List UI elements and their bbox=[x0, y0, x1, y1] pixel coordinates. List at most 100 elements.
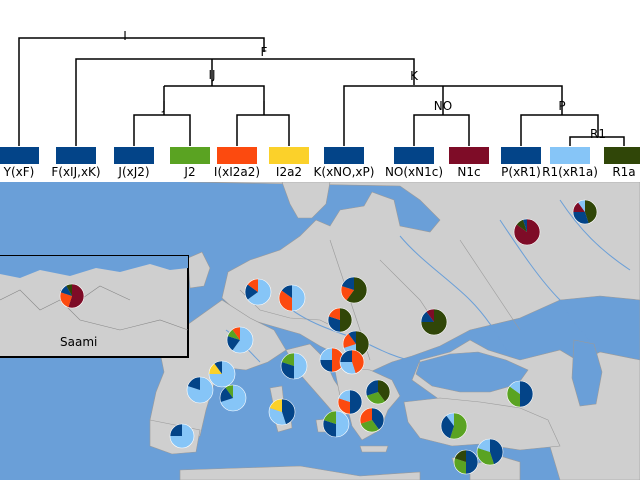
leaf-label: R1(xR1a) bbox=[542, 165, 598, 179]
pie-slice bbox=[279, 290, 292, 311]
pie-slice bbox=[220, 385, 247, 411]
population-pie bbox=[513, 218, 541, 246]
pie-outline bbox=[337, 389, 363, 415]
population-pie bbox=[219, 384, 247, 412]
pie-slice bbox=[340, 362, 356, 375]
pie-slice bbox=[348, 331, 356, 344]
pie-outline bbox=[219, 384, 247, 412]
pie-slice bbox=[477, 447, 495, 465]
pie-slice bbox=[446, 413, 454, 426]
leaf-color-box bbox=[501, 147, 541, 164]
leaf-label: I(xI2a2) bbox=[214, 165, 260, 179]
inset-label-saami: Saami bbox=[60, 335, 97, 349]
population-pie bbox=[359, 407, 385, 433]
pie-slice bbox=[352, 350, 365, 374]
pie-slice bbox=[227, 335, 240, 351]
pie-slice bbox=[232, 327, 240, 340]
pie-slice bbox=[577, 200, 585, 212]
pie-slice bbox=[573, 212, 589, 224]
pie-slice bbox=[247, 279, 258, 292]
pie-outline bbox=[244, 278, 272, 306]
pie-slice bbox=[507, 386, 520, 407]
pie-slice bbox=[441, 415, 454, 439]
leaf-color-box bbox=[170, 147, 210, 164]
leaf-label: I2a2 bbox=[276, 165, 302, 179]
pie-slice bbox=[449, 413, 468, 439]
pie-outline bbox=[440, 412, 468, 440]
pie-slice bbox=[232, 327, 254, 353]
pie-slice bbox=[378, 380, 391, 402]
pie-slice bbox=[225, 385, 233, 398]
pie-slice bbox=[454, 458, 466, 474]
node-label-ij: IJ bbox=[208, 68, 215, 82]
pie-slice bbox=[372, 408, 385, 430]
node-label-i: I bbox=[262, 99, 266, 113]
population-pie bbox=[506, 380, 534, 408]
pie-slice bbox=[247, 279, 271, 306]
population-pie bbox=[278, 284, 306, 312]
pie-outline bbox=[339, 349, 365, 375]
leaf-color-box bbox=[550, 147, 590, 164]
tree-branches bbox=[18, 37, 625, 146]
leaf-color-box bbox=[449, 147, 489, 164]
pie-slice bbox=[338, 398, 350, 414]
pie-slice bbox=[366, 392, 386, 404]
leaf-color-box bbox=[0, 147, 39, 164]
tree-leaf-labels: Y(xF) F(xIJ,xK) J(xJ2) J2 I(xI2a2) I2a2 K(xNO,… bbox=[3, 165, 636, 179]
pie-slice bbox=[346, 277, 368, 303]
pie-outline bbox=[226, 326, 254, 354]
leaf-label: R1a bbox=[612, 165, 635, 179]
leaf-label: K(xNO,xP) bbox=[314, 165, 375, 179]
pie-slice bbox=[322, 419, 336, 438]
population-pie bbox=[244, 278, 272, 306]
pie-slice bbox=[220, 387, 233, 403]
pie-slice bbox=[282, 399, 295, 425]
pie-slice bbox=[340, 350, 352, 362]
pie-slice bbox=[328, 308, 340, 320]
pie-slice bbox=[365, 380, 378, 396]
pie-slice bbox=[340, 308, 352, 332]
pie-slice bbox=[359, 408, 372, 424]
node-label-j: J bbox=[161, 99, 166, 113]
node-label-no: NO bbox=[434, 99, 452, 113]
pie-slice bbox=[585, 200, 598, 224]
pie-outline bbox=[506, 380, 534, 408]
pie-slice bbox=[573, 202, 585, 212]
pie-slice bbox=[60, 285, 72, 296]
pie-slice bbox=[187, 377, 200, 390]
population-pie bbox=[208, 360, 236, 388]
leaf-color-box bbox=[56, 147, 96, 164]
pie-outline bbox=[359, 407, 385, 433]
pie-slice bbox=[68, 284, 84, 308]
leaf-color-box bbox=[114, 147, 154, 164]
pie-slice bbox=[269, 399, 282, 412]
pie-slice bbox=[66, 284, 72, 296]
population-pie bbox=[476, 438, 504, 466]
pie-slice bbox=[281, 353, 294, 366]
leaf-color-box bbox=[394, 147, 434, 164]
pie-outline bbox=[365, 379, 391, 405]
pie-slice bbox=[520, 381, 533, 407]
pie-slice bbox=[214, 361, 222, 374]
leaf-label: J(xJ2) bbox=[117, 165, 149, 179]
leaf-color-box bbox=[324, 147, 364, 164]
leaf-color-box bbox=[269, 147, 309, 164]
pie-outline bbox=[169, 423, 195, 449]
tree-node-labels: I F IJ K J I NO P R1 bbox=[123, 29, 606, 141]
leaf-color-box bbox=[604, 147, 640, 164]
population-pie bbox=[337, 389, 363, 415]
pie-slice bbox=[336, 411, 349, 437]
pie-slice bbox=[490, 439, 503, 465]
population-pie bbox=[186, 376, 214, 404]
pie-slice bbox=[341, 285, 354, 301]
pie-slice bbox=[281, 285, 292, 298]
tree-leaf-boxes bbox=[0, 147, 640, 164]
leaf-label: F(xIJ,xK) bbox=[51, 165, 100, 179]
node-label-p: P bbox=[558, 99, 565, 113]
pie-outline bbox=[327, 307, 353, 333]
population-pie bbox=[340, 276, 368, 304]
pie-slice bbox=[245, 284, 258, 300]
pie-outline bbox=[322, 410, 350, 438]
pie-slice bbox=[509, 381, 520, 394]
pie-outline bbox=[420, 308, 448, 336]
